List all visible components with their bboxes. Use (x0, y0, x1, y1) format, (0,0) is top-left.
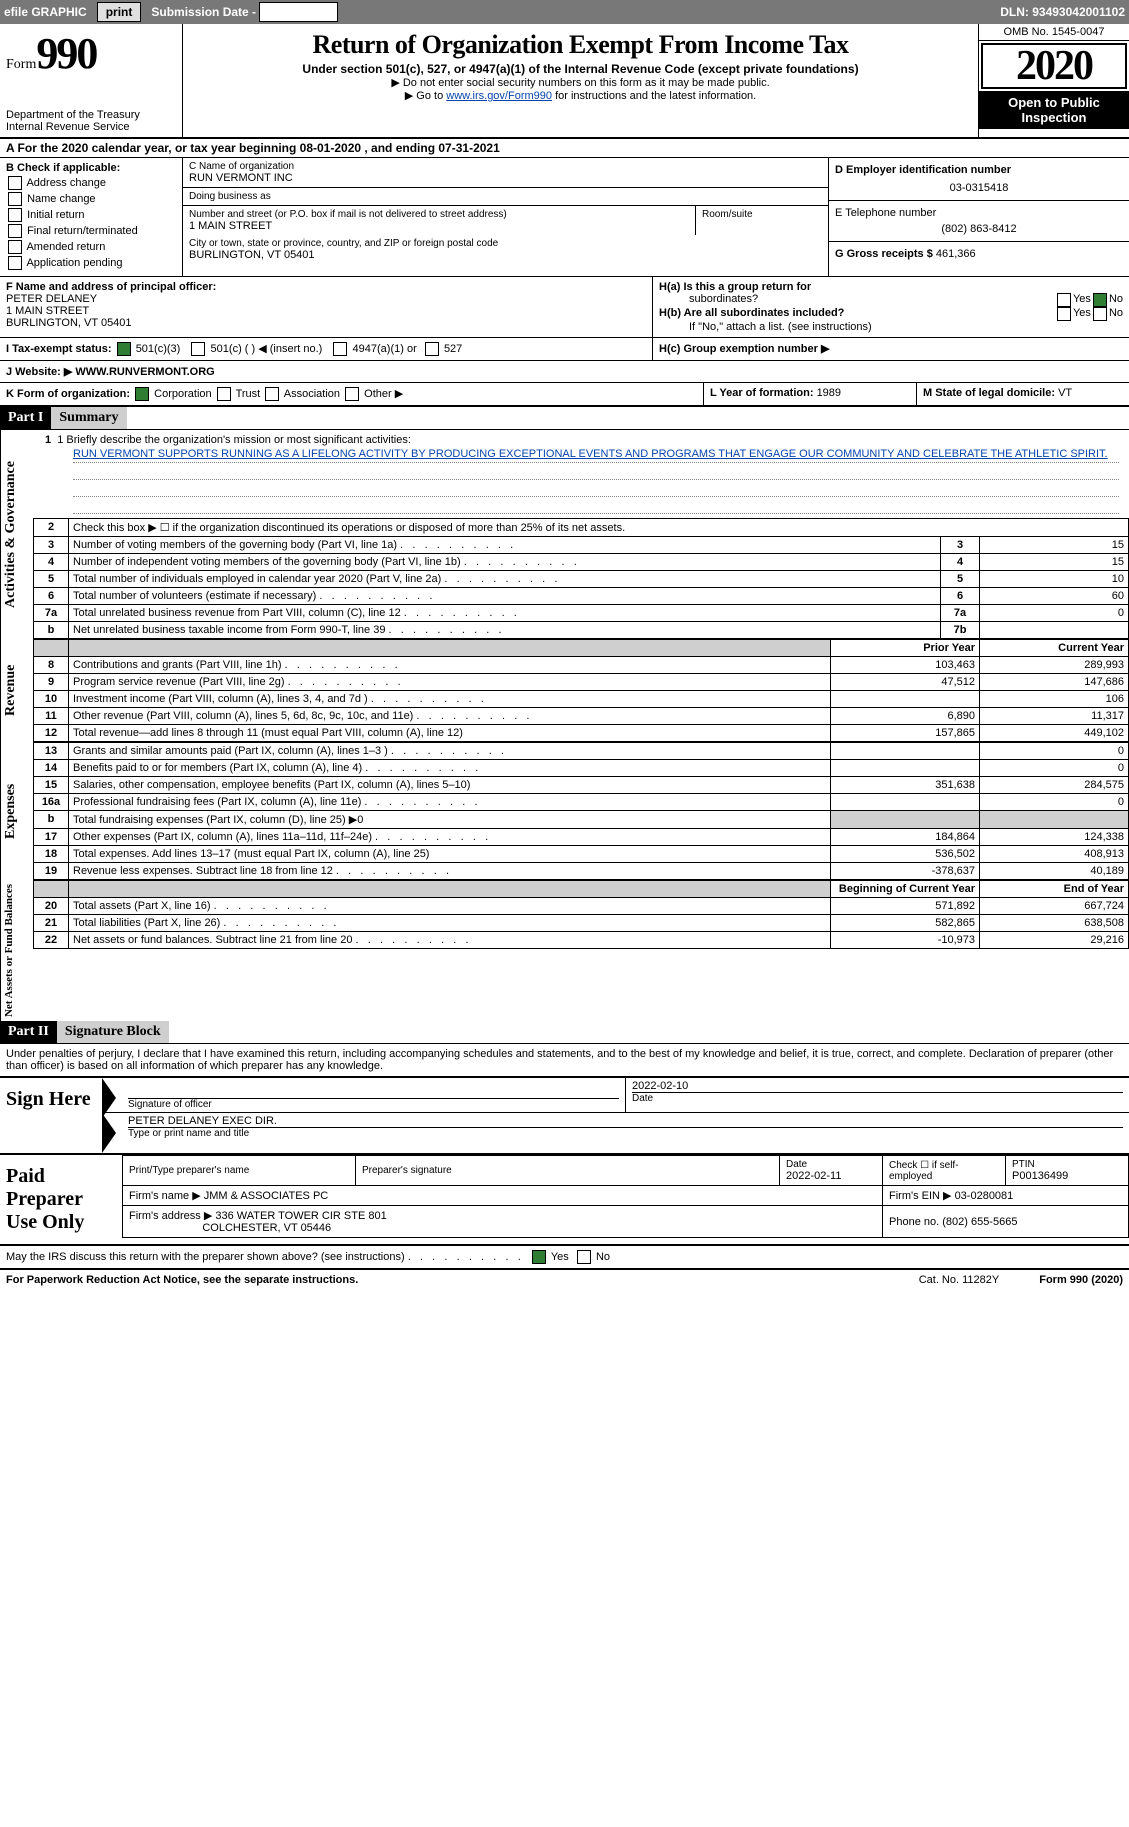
website: WWW.RUNVERMONT.ORG (72, 366, 214, 378)
expenses-section: Expenses 13Grants and similar amounts pa… (0, 742, 1129, 880)
ein: 03-0315418 (835, 182, 1123, 194)
box-d-e-g: D Employer identification number03-03154… (828, 158, 1129, 276)
mission-text: RUN VERMONT SUPPORTS RUNNING AS A LIFELO… (73, 448, 1108, 460)
tax-year: 2020 (983, 45, 1125, 87)
signature-arrow-icon (102, 1078, 116, 1118)
part-1-header: Part ISummary (0, 407, 1129, 430)
box-k-l-m: K Form of organization: Corporation Trus… (0, 383, 1129, 407)
form-header: Form990 Department of the Treasury Inter… (0, 24, 1129, 139)
firm-ein: 03-0280081 (955, 1190, 1014, 1202)
ptin: P00136499 (1012, 1170, 1122, 1182)
dln-label: DLN: 93493042001102 (1000, 5, 1125, 19)
governance-section: Activities & Governance 1 1 Briefly desc… (0, 430, 1129, 639)
box-j: J Website: ▶ WWW.RUNVERMONT.ORG (0, 361, 1129, 383)
gross-receipts: 461,366 (936, 248, 976, 260)
signature-block: Sign Here Signature of officer 2022-02-1… (0, 1076, 1129, 1155)
department-label: Department of the Treasury Internal Reve… (6, 109, 176, 133)
box-f-h: F Name and address of principal officer:… (0, 277, 1129, 338)
open-to-public-badge: Open to Public Inspection (979, 91, 1129, 129)
revenue-section: Revenue Prior YearCurrent Year 8Contribu… (0, 639, 1129, 742)
box-i-hc: I Tax-exempt status: 501(c)(3) 501(c) ( … (0, 338, 1129, 361)
net-assets-section: Net Assets or Fund Balances Beginning of… (0, 880, 1129, 1021)
box-b: B Check if applicable: Address change Na… (0, 158, 183, 276)
form-subtitle: Under section 501(c), 527, or 4947(a)(1)… (189, 62, 972, 76)
part-2-header: Part IISignature Block (0, 1021, 1129, 1044)
paid-preparer-block: Paid Preparer Use Only Print/Type prepar… (0, 1155, 1129, 1246)
firm-name: JMM & ASSOCIATES PC (204, 1190, 329, 1202)
officer-name: PETER DELANEY (6, 293, 646, 305)
irs-link[interactable]: www.irs.gov/Form990 (446, 90, 552, 102)
net-assets-side-label: Net Assets or Fund Balances (0, 880, 33, 1021)
checkbox-501c3[interactable] (117, 342, 131, 356)
signature-arrow-icon (102, 1113, 116, 1153)
discuss-no-checkbox[interactable] (577, 1250, 591, 1264)
box-c: C Name of organizationRUN VERMONT INC Do… (183, 158, 828, 276)
page-footer: For Paperwork Reduction Act Notice, see … (0, 1270, 1129, 1290)
form-number: Form990 (6, 28, 176, 79)
form-title: Return of Organization Exempt From Incom… (189, 30, 972, 60)
paid-preparer-label: Paid Preparer Use Only (0, 1155, 122, 1244)
form-990-page: efile GRAPHIC print Submission Date - 20… (0, 0, 1129, 1290)
expenses-side-label: Expenses (0, 742, 33, 880)
header-block-a: B Check if applicable: Address change Na… (0, 158, 1129, 277)
header-note-2: ▶ Go to www.irs.gov/Form990 for instruct… (189, 89, 972, 102)
org-city: BURLINGTON, VT 05401 (189, 249, 822, 261)
org-name: RUN VERMONT INC (189, 172, 822, 184)
discuss-yes-checkbox[interactable] (532, 1250, 546, 1264)
sign-date: 2022-02-10 (632, 1080, 1123, 1092)
submission-date-label: Submission Date - 2022-02-11 (151, 5, 338, 19)
sign-here-label: Sign Here (0, 1078, 102, 1153)
tax-period-line: A For the 2020 calendar year, or tax yea… (0, 139, 1129, 158)
discuss-row: May the IRS discuss this return with the… (0, 1246, 1129, 1270)
preparer-phone: (802) 655-5665 (942, 1216, 1017, 1228)
header-note-1: ▶ Do not enter social security numbers o… (189, 76, 972, 89)
perjury-disclaimer: Under penalties of perjury, I declare th… (0, 1044, 1129, 1076)
omb-number: OMB No. 1545-0047 (979, 24, 1129, 41)
revenue-side-label: Revenue (0, 639, 33, 742)
org-street: 1 MAIN STREET (189, 220, 689, 232)
efile-label: efile GRAPHIC (4, 5, 87, 19)
governance-side-label: Activities & Governance (0, 430, 33, 639)
officer-printed-name: PETER DELANEY EXEC DIR. (128, 1115, 1123, 1127)
phone: (802) 863-8412 (835, 223, 1123, 235)
top-toolbar: efile GRAPHIC print Submission Date - 20… (0, 0, 1129, 24)
print-button[interactable]: print (97, 2, 142, 22)
